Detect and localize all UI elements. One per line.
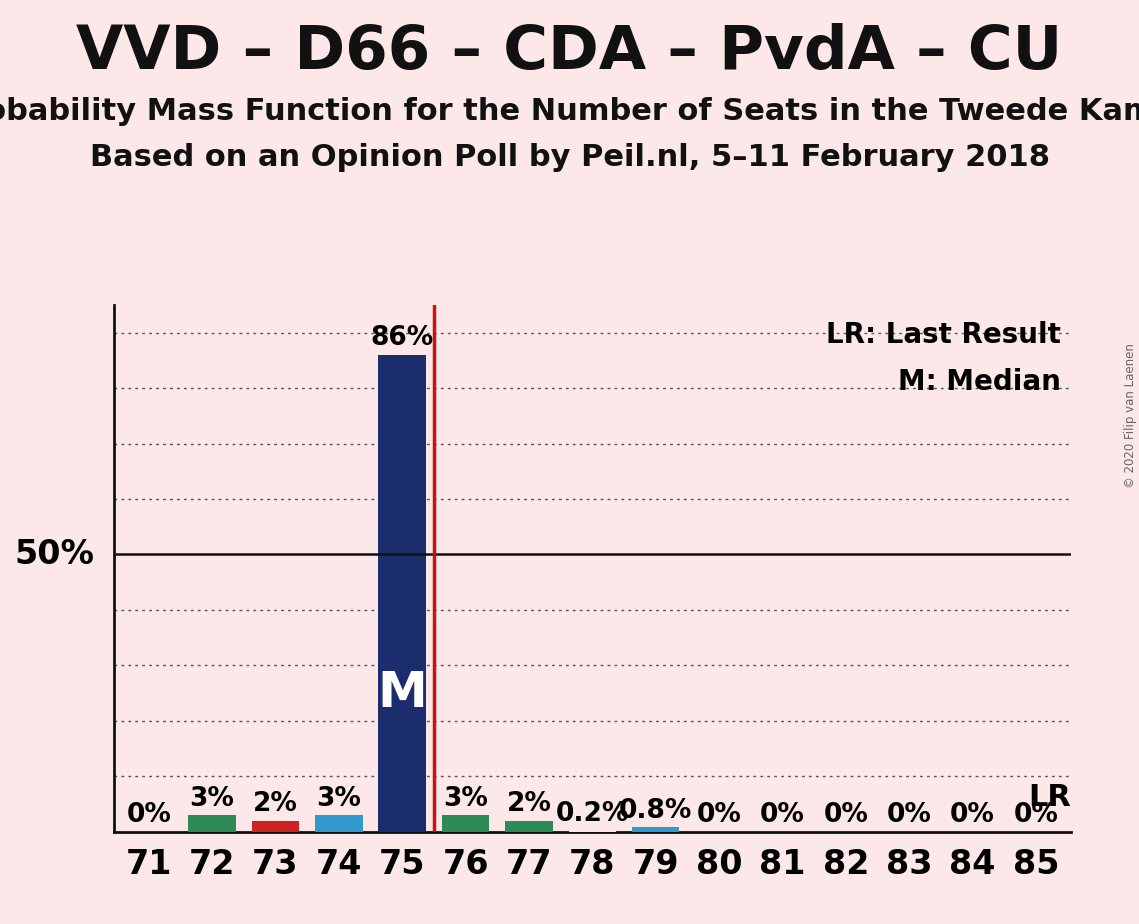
Text: 86%: 86%: [370, 325, 434, 351]
Bar: [632, 827, 679, 832]
Text: 50%: 50%: [15, 538, 95, 571]
Bar: [316, 815, 362, 832]
Text: 0%: 0%: [126, 802, 171, 828]
Text: 0%: 0%: [697, 802, 741, 828]
Text: 0.8%: 0.8%: [618, 797, 693, 824]
Bar: [506, 821, 552, 832]
Bar: [568, 831, 616, 832]
Bar: [252, 821, 300, 832]
Text: M: M: [377, 669, 427, 717]
Text: Probability Mass Function for the Number of Seats in the Tweede Kamer: Probability Mass Function for the Number…: [0, 97, 1139, 126]
Bar: [442, 815, 490, 832]
Text: LR: Last Result: LR: Last Result: [826, 321, 1062, 348]
Text: 0%: 0%: [886, 802, 932, 828]
Bar: [188, 815, 236, 832]
Text: 3%: 3%: [190, 785, 235, 811]
Text: 0%: 0%: [823, 802, 868, 828]
Text: 0.2%: 0.2%: [556, 801, 629, 827]
Text: VVD – D66 – CDA – PvdA – CU: VVD – D66 – CDA – PvdA – CU: [76, 23, 1063, 82]
Text: Based on an Opinion Poll by Peil.nl, 5–11 February 2018: Based on an Opinion Poll by Peil.nl, 5–1…: [90, 143, 1049, 172]
Text: 0%: 0%: [760, 802, 805, 828]
Bar: [378, 355, 426, 832]
Text: 0%: 0%: [1014, 802, 1058, 828]
Text: 2%: 2%: [507, 791, 551, 817]
Text: 2%: 2%: [253, 791, 298, 817]
Text: 3%: 3%: [317, 785, 361, 811]
Text: © 2020 Filip van Laenen: © 2020 Filip van Laenen: [1124, 344, 1137, 488]
Text: M: Median: M: Median: [899, 368, 1062, 396]
Text: 0%: 0%: [950, 802, 994, 828]
Text: 3%: 3%: [443, 785, 487, 811]
Text: LR: LR: [1027, 784, 1071, 812]
